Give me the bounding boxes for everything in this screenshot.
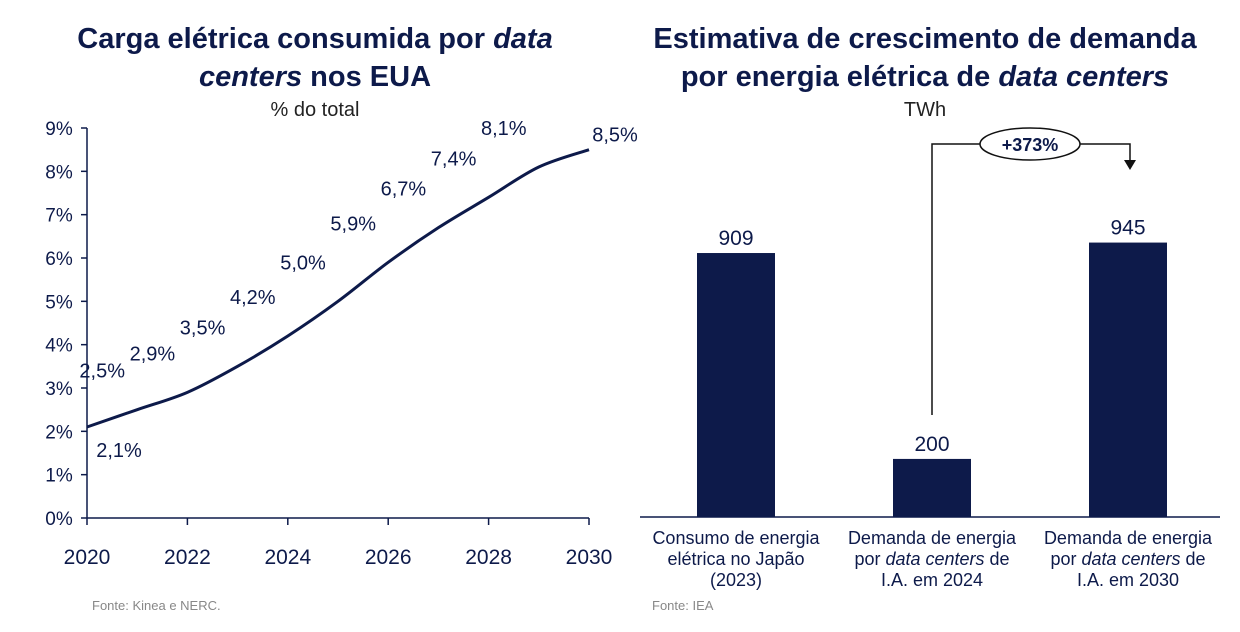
- line-chart: 0% 1% 2% 3% 4% 5% 6% 7% 8% 9% 2020 2022 2024 2026 202…: [45, 118, 638, 569]
- y-tick-label: 1%: [45, 466, 73, 487]
- line-chart-title: Carga elétrica consumida por data center…: [77, 23, 553, 93]
- x-tick-label: 2022: [164, 546, 211, 569]
- y-tick-label: 4%: [45, 336, 73, 357]
- y-tick-label: 0%: [45, 509, 73, 530]
- x-tick-label: 2024: [264, 546, 311, 569]
- bar-chart-subtitle: TWh: [903, 99, 947, 121]
- y-tick-label: 3%: [45, 379, 73, 400]
- y-tick-label: 9%: [45, 119, 73, 140]
- y-tick-label: 6%: [45, 249, 73, 270]
- bar-category-label: Demanda de energia por data centers de I…: [1043, 528, 1213, 590]
- bar-value-label: 200: [914, 433, 949, 456]
- x-tick-label: 2028: [465, 546, 512, 569]
- data-label: 8,5%: [592, 125, 638, 147]
- x-tick-label: 2030: [566, 546, 613, 569]
- y-tick-label: 8%: [45, 162, 73, 183]
- x-tick-label: 2026: [365, 546, 412, 569]
- x-tick-label: 2020: [64, 546, 111, 569]
- bar: [1089, 242, 1167, 517]
- data-label: 5,0%: [280, 252, 326, 274]
- data-label: 2,9%: [130, 343, 176, 365]
- line-series: [86, 148, 590, 429]
- data-label: 7,4%: [431, 148, 477, 170]
- bar-chart-title: Estimativa de crescimento de demanda por…: [653, 23, 1197, 93]
- y-tick-label: 2%: [45, 422, 73, 443]
- data-label: 4,2%: [230, 287, 276, 309]
- bar-value-label: 945: [1110, 217, 1145, 240]
- growth-badge: [979, 127, 1081, 161]
- data-label: 3,5%: [180, 317, 226, 339]
- y-tick-label: 5%: [45, 292, 73, 313]
- y-tick-label: 7%: [45, 206, 73, 227]
- data-label: 2,5%: [79, 361, 125, 383]
- bar-category-label: Consumo de energia elétrica no Japão (20…: [652, 528, 820, 590]
- bar-category-label: Demanda de energia por data centers de I…: [847, 528, 1017, 590]
- bar-chart-source: Fonte: IEA: [652, 598, 714, 613]
- line-chart-subtitle: % do total: [270, 99, 360, 121]
- bar-value-label: 909: [718, 227, 753, 250]
- bar: [893, 458, 971, 517]
- bar-chart: 909 200 945 +373%: [640, 127, 1220, 518]
- growth-annotation: +373%: [1002, 135, 1059, 155]
- data-label: 8,1%: [481, 118, 527, 140]
- data-label: 2,1%: [96, 440, 142, 462]
- data-label: 6,7%: [381, 179, 427, 201]
- bar: [697, 253, 775, 517]
- line-chart-source: Fonte: Kinea e NERC.: [92, 598, 221, 613]
- data-label: 5,9%: [330, 213, 376, 235]
- growth-arrow-head: [1124, 160, 1136, 170]
